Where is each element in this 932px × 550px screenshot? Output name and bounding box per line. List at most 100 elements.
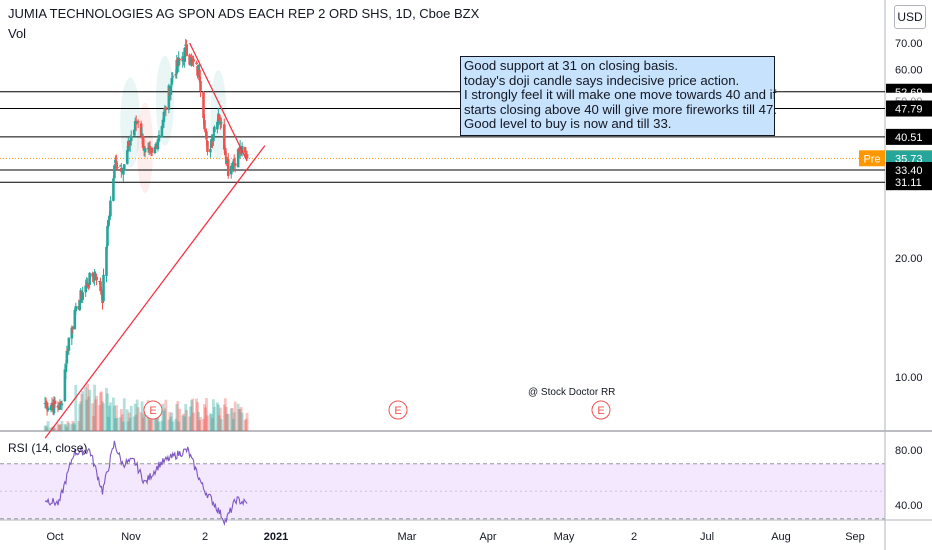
candle-body (67, 337, 71, 351)
candle-body (204, 129, 207, 133)
volume-bar (174, 419, 178, 431)
candle-body (91, 273, 94, 277)
price-label: 40.51 (895, 132, 923, 144)
rsi-title: RSI (14, close) (8, 441, 88, 455)
candle-body (243, 147, 247, 153)
candle-body (99, 281, 102, 292)
volume-bar (203, 404, 206, 431)
candle-body (84, 285, 87, 293)
candle-body (132, 129, 136, 136)
candle-body (210, 139, 213, 148)
candle-body (115, 160, 118, 169)
candle-body (139, 123, 143, 137)
candle-body (65, 350, 69, 364)
candle-body (123, 164, 126, 171)
volume-bar (127, 412, 131, 431)
volume-bar (171, 421, 175, 431)
candle-body (56, 405, 60, 408)
candle-body (63, 369, 67, 402)
volume-bar (232, 412, 236, 431)
candle-body (116, 167, 119, 169)
candle-body (140, 133, 144, 138)
volume-bar (106, 393, 109, 431)
volume-bar (154, 412, 158, 431)
candle-body (229, 165, 233, 175)
volume-bar (86, 384, 90, 431)
candle-body (231, 161, 235, 169)
chart-title: JUMIA TECHNOLOGIES AG SPON ADS EACH REP … (8, 6, 480, 21)
volume-bar (122, 398, 126, 431)
note-line: Good level to buy is now and till 33. (464, 116, 672, 132)
candle-body (244, 152, 248, 156)
annotation-note[interactable]: Good support at 31 on closing basis. tod… (460, 56, 777, 136)
volume-bar (141, 417, 145, 431)
volume-bar (79, 401, 83, 431)
volume-bar (192, 412, 195, 431)
candle-body (78, 301, 82, 311)
candle-body (178, 58, 182, 61)
pre-market-tag-box (859, 150, 885, 167)
volume-bar (240, 412, 244, 431)
volume-bar (95, 395, 98, 431)
volume-bar (126, 421, 130, 431)
volume-bar (43, 426, 47, 431)
earnings-marker (143, 400, 163, 420)
candle-body (188, 54, 191, 65)
volume-bar (219, 418, 223, 431)
pattern-shape (155, 55, 174, 146)
candle-body (164, 107, 168, 111)
volume-bar (188, 416, 192, 431)
volume-bar (209, 413, 212, 431)
candle-body (160, 126, 164, 138)
volume-bar (182, 413, 186, 431)
volume-bar (91, 403, 95, 431)
time-tick-label: Aug (771, 531, 791, 543)
volume-bar (87, 396, 91, 431)
note-line: today's doji candle says indecisive pric… (464, 72, 740, 88)
price-tick-label: 60.00 (895, 64, 923, 76)
volume-bar (181, 415, 185, 431)
volume-bar (157, 421, 161, 431)
candle-body (129, 136, 133, 142)
candle-body (94, 274, 97, 276)
volume-bar (160, 420, 164, 431)
volume-bar (94, 399, 97, 431)
volume-bar (218, 407, 222, 431)
volume-bar (98, 405, 101, 431)
volume-bar (245, 412, 249, 431)
volume-bar (244, 418, 248, 431)
candle-body (205, 131, 208, 140)
price-label-box (886, 162, 932, 179)
candle-body (156, 139, 160, 150)
volume-bar (156, 413, 160, 431)
volume-bar (215, 402, 219, 431)
candle-body (233, 163, 237, 166)
trendline (189, 42, 248, 162)
price-label: 31.11 (895, 177, 922, 189)
volume-bar (142, 413, 146, 431)
earnings-marker-label: E (149, 405, 156, 417)
volume-bar (71, 420, 75, 431)
volume-bar (153, 415, 157, 431)
volume-bar (120, 414, 124, 431)
candle-body (171, 76, 175, 78)
currency-button[interactable]: USD (894, 5, 926, 29)
volume-bar (236, 403, 240, 431)
volume-bar (239, 406, 243, 431)
candle-body (128, 140, 132, 146)
volume-bar (92, 416, 96, 431)
volume-bar (128, 417, 132, 431)
candle-body (162, 111, 166, 123)
volume-bar (136, 407, 140, 431)
volume-bar (53, 427, 57, 431)
volume-bar (163, 408, 167, 431)
candle-body (174, 74, 178, 76)
rsi-tick-label: 80.00 (895, 445, 923, 457)
candle-body (135, 122, 139, 124)
volume-bar (74, 384, 78, 431)
candle-body (64, 365, 68, 373)
price-label-box (886, 128, 932, 145)
volume-bar (45, 427, 49, 431)
rsi-tick-label: 40.00 (895, 500, 923, 512)
